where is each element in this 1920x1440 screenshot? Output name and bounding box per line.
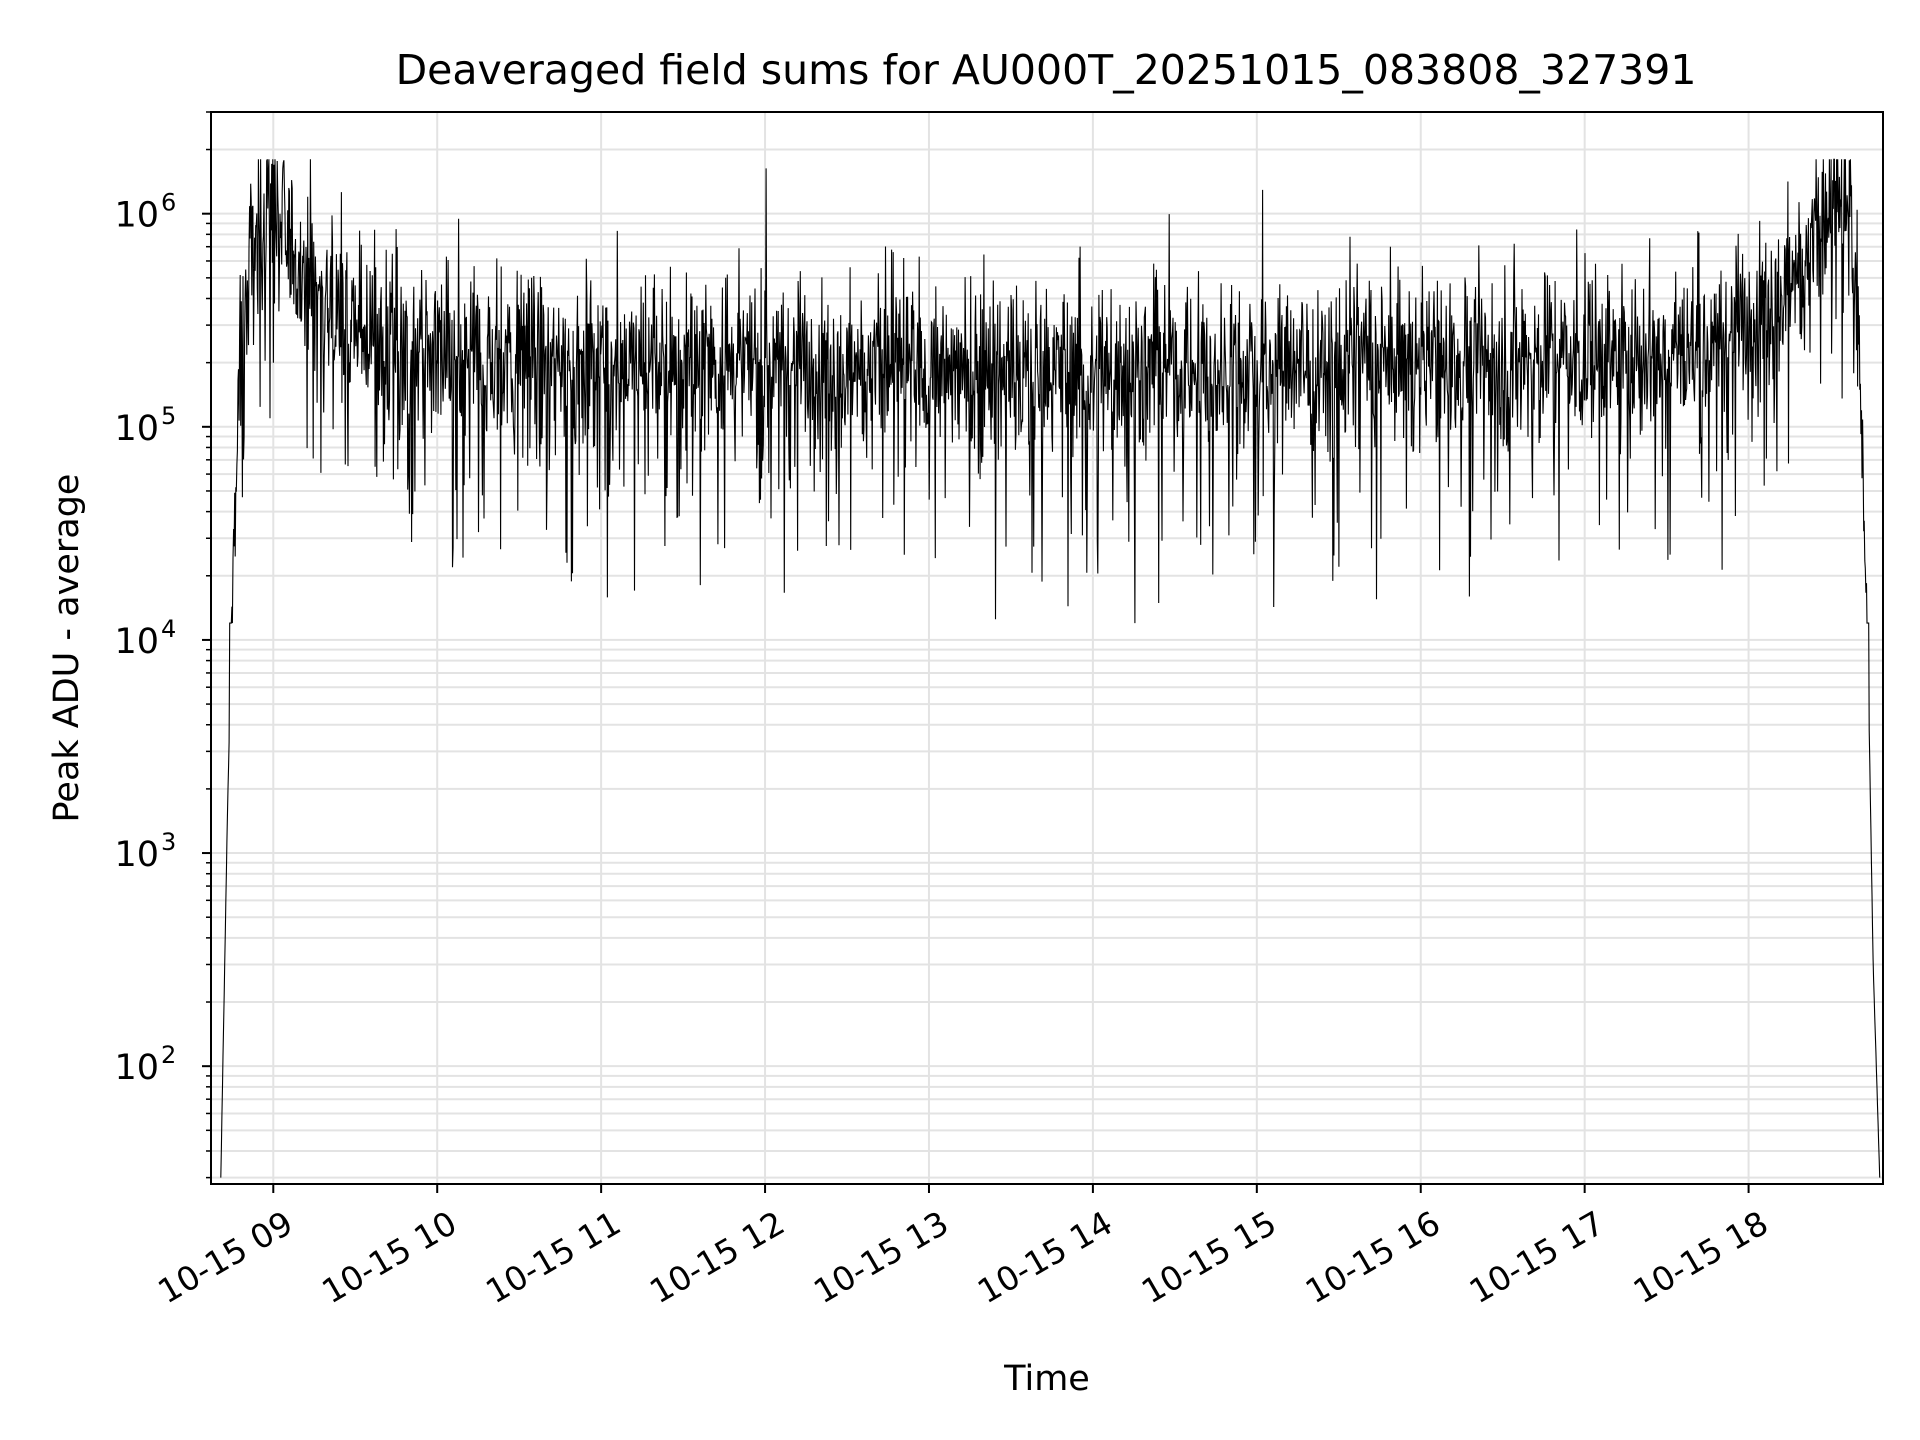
y-tick-label-exponent: 5 bbox=[161, 402, 176, 430]
y-tick-label-exponent: 4 bbox=[161, 615, 176, 643]
y-axis-label: Peak ADU - average bbox=[47, 474, 87, 823]
y-tick-label: 10 bbox=[114, 1048, 159, 1088]
y-tick-label-exponent: 2 bbox=[161, 1041, 176, 1069]
y-tick-label: 10 bbox=[114, 622, 159, 662]
data-line bbox=[220, 158, 1881, 1178]
y-tick-label: 10 bbox=[114, 835, 159, 875]
y-tick-label: 10 bbox=[114, 409, 159, 449]
y-tick-label-exponent: 3 bbox=[161, 828, 176, 856]
plot-frame bbox=[210, 111, 1884, 1185]
y-tick-label: 10 bbox=[114, 196, 159, 236]
data-line-layer bbox=[220, 158, 1881, 1178]
chart-title: Deaveraged field sums for AU000T_2025101… bbox=[396, 46, 1697, 94]
y-tick-label-exponent: 6 bbox=[161, 189, 176, 217]
x-axis-label: Time bbox=[1003, 1359, 1090, 1399]
